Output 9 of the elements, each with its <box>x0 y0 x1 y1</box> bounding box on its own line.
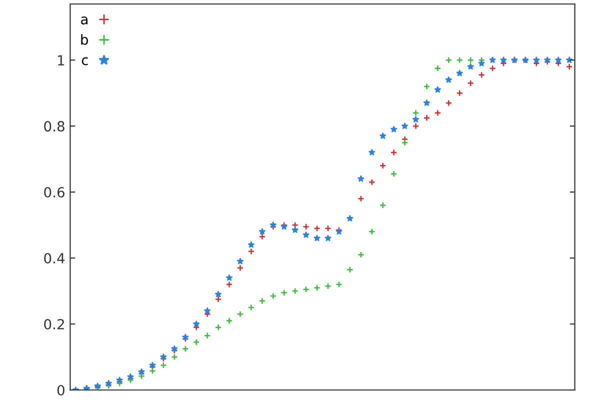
y-tick-label: 0 <box>57 384 64 396</box>
y-tick-label: 0.8 <box>44 121 64 132</box>
legend-label: a <box>81 16 88 24</box>
y-tick-label: 0.6 <box>44 187 64 198</box>
legend-label: b <box>81 34 88 45</box>
y-tick-label: 1 <box>58 55 64 66</box>
legend-label: c <box>82 57 88 66</box>
y-tick-label: 0.2 <box>44 318 64 330</box>
y-tick-label: 0.4 <box>44 253 65 264</box>
